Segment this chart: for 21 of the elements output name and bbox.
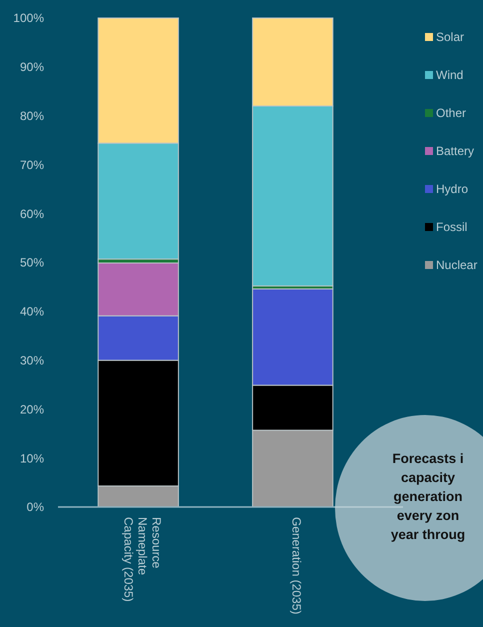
- y-tick-label: 80%: [20, 109, 44, 123]
- y-tick-label: 50%: [20, 256, 44, 270]
- y-tick-label: 0%: [26, 500, 44, 514]
- y-tick-label: 40%: [20, 304, 44, 319]
- legend-label: Other: [436, 106, 466, 120]
- y-tick-label: 90%: [20, 60, 44, 74]
- legend-label: Hydro: [436, 182, 468, 196]
- y-tick-label: 100%: [13, 11, 44, 26]
- legend-label: Solar: [436, 30, 464, 44]
- annotation: Forecasts i capacity generation every zon year throug: [390, 451, 466, 542]
- y-tick-label: 60%: [20, 206, 44, 221]
- x-tick-label: Generation (2035): [290, 517, 304, 614]
- legend-label: Wind: [436, 68, 464, 82]
- y-tick-label: 10%: [20, 451, 44, 466]
- y-tick-label: 30%: [20, 354, 44, 368]
- legend-label: Nuclear: [436, 258, 478, 272]
- legend-label: Battery: [436, 144, 474, 158]
- y-tick-label: 70%: [20, 158, 44, 172]
- legend-label: Fossil: [436, 220, 468, 234]
- y-tick-label: 20%: [20, 402, 44, 416]
- x-tick-label: Resource Nameplate Capacity (2035): [121, 517, 164, 602]
